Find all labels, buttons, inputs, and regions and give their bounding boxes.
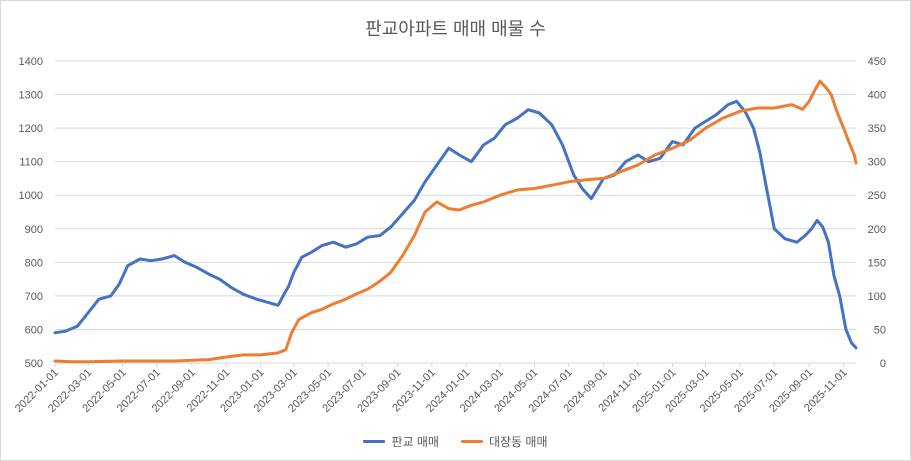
y-left-tick-label: 1200	[19, 123, 43, 135]
y-left-tick-label: 1400	[19, 56, 43, 68]
y-left-tick-label: 600	[25, 324, 43, 336]
series-line-2	[53, 79, 858, 364]
y-right-tick-label: 0	[880, 358, 886, 370]
x-axis: 2022-01-012022-03-012022-05-012022-07-01…	[13, 362, 856, 415]
y-left-tick-label: 1100	[19, 157, 43, 169]
gridlines	[55, 60, 856, 364]
y-right-tick-label: 100	[868, 291, 886, 303]
y-right-tick-label: 350	[868, 123, 886, 135]
y-left-tick-label: 500	[25, 358, 43, 370]
legend: 판교 매매 대장동 매매	[1, 433, 910, 450]
legend-label-series-2: 대장동 매매	[488, 435, 548, 449]
legend-swatch-series-1	[363, 440, 386, 443]
legend-swatch-series-2	[460, 440, 483, 443]
legend-item-series-2: 대장동 매매	[460, 433, 548, 450]
series-lines	[53, 79, 858, 364]
y-left-tick-label: 1000	[19, 190, 43, 202]
series-line-1	[53, 99, 858, 350]
y-axis-right: 0 50 100 150 200 250 300 350 400 450	[868, 56, 886, 370]
y-left-tick-label: 800	[25, 257, 43, 269]
y-right-tick-label: 200	[868, 224, 886, 236]
legend-item-series-1: 판교 매매	[363, 433, 439, 450]
legend-label-series-1: 판교 매매	[391, 435, 439, 449]
y-right-tick-label: 300	[868, 157, 886, 169]
y-left-tick-label: 900	[25, 224, 43, 236]
y-right-tick-label: 250	[868, 190, 886, 202]
y-left-tick-label: 1300	[19, 90, 43, 102]
chart-title: 판교아파트 매매 매물 수	[365, 19, 546, 39]
y-right-tick-label: 400	[868, 90, 886, 102]
y-right-tick-label: 150	[868, 257, 886, 269]
y-right-tick-label: 50	[874, 324, 886, 336]
y-axis-left: 500 600 700 800 900 1000 1100 1200 1300 1400	[19, 56, 43, 370]
y-left-tick-label: 700	[25, 291, 43, 303]
y-right-tick-label: 450	[868, 56, 886, 68]
